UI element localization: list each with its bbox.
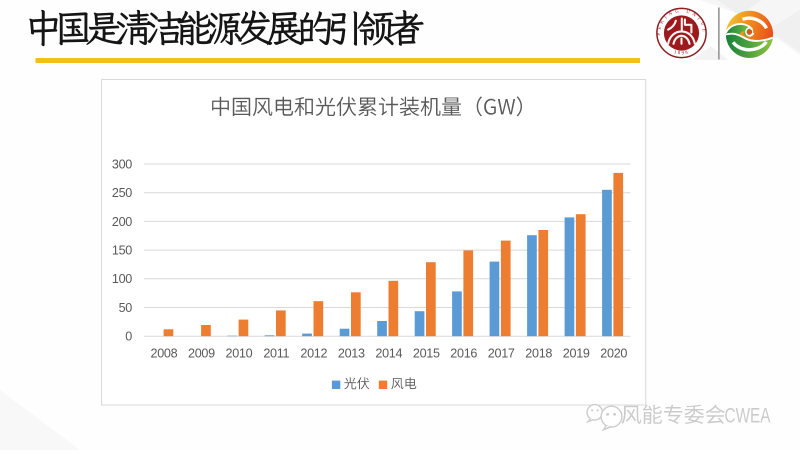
svg-text:200: 200 <box>112 215 132 229</box>
svg-text:2014: 2014 <box>375 347 402 361</box>
svg-text:100: 100 <box>112 272 132 286</box>
svg-text:2020: 2020 <box>600 347 627 361</box>
svg-text:2017: 2017 <box>488 347 515 361</box>
svg-text:2012: 2012 <box>300 347 327 361</box>
svg-text:0: 0 <box>125 330 132 344</box>
svg-text:300: 300 <box>112 157 132 171</box>
svg-text:2019: 2019 <box>563 347 590 361</box>
svg-text:50: 50 <box>119 301 133 315</box>
svg-text:1898: 1898 <box>673 50 690 56</box>
svg-text:2015: 2015 <box>413 347 440 361</box>
svg-text:2008: 2008 <box>150 347 177 361</box>
svg-text:150: 150 <box>112 244 132 258</box>
svg-text:2009: 2009 <box>188 347 215 361</box>
svg-text:2018: 2018 <box>525 347 552 361</box>
svg-text:CWEA: CWEA <box>726 406 772 429</box>
svg-text:2010: 2010 <box>225 347 252 361</box>
svg-text:2016: 2016 <box>450 347 477 361</box>
svg-text:2013: 2013 <box>338 347 365 361</box>
svg-text:CWEA: CWEA <box>725 404 771 427</box>
svg-text:2011: 2011 <box>263 347 289 361</box>
svg-text:250: 250 <box>112 186 132 200</box>
